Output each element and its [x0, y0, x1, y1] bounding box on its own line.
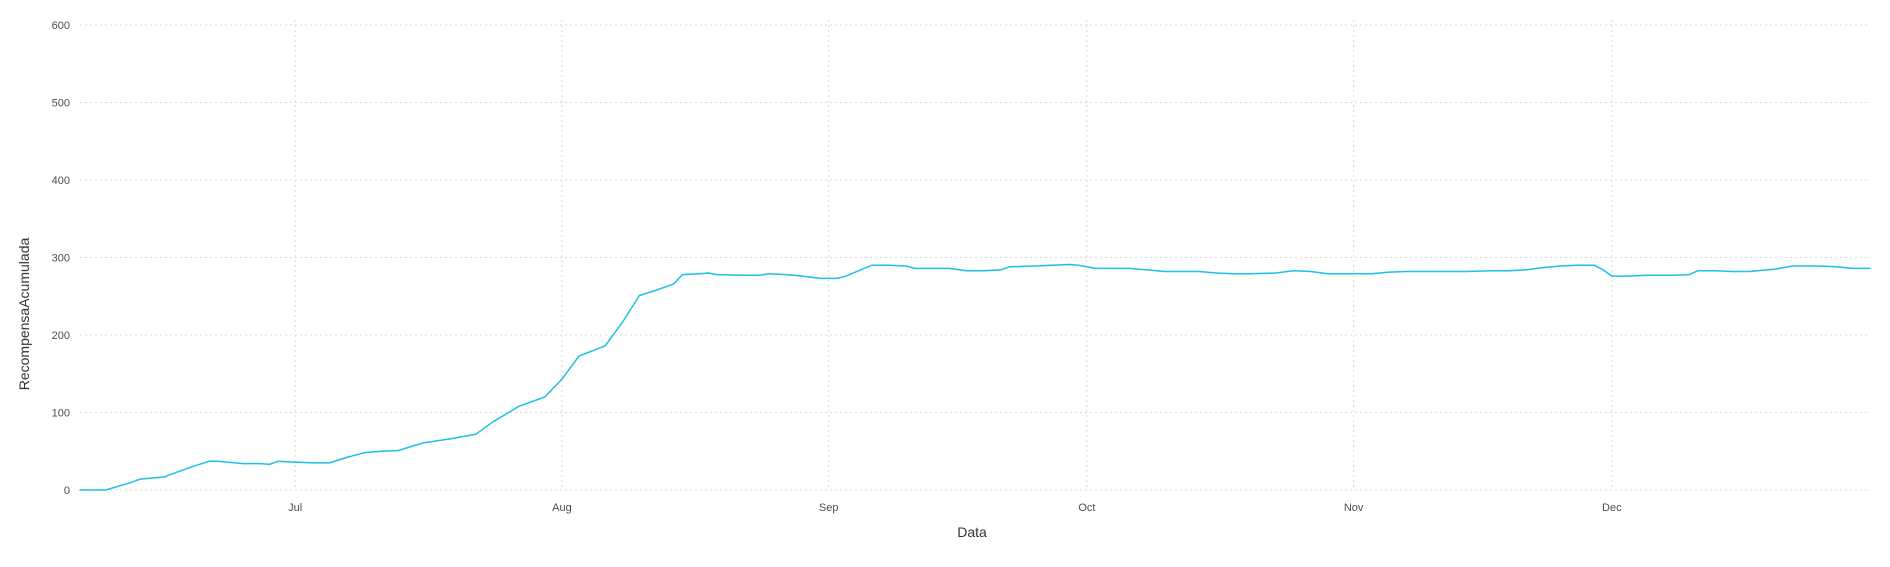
y-tick-label: 100	[52, 408, 70, 420]
x-axis-ticks: Jul Aug Sep Oct Nov Dec	[288, 502, 1622, 514]
x-tick-label: Dec	[1602, 502, 1622, 514]
y-tick-label: 300	[52, 253, 70, 265]
y-axis-ticks: 0 100 200 300 400 500 600	[52, 20, 70, 497]
y-tick-label: 400	[52, 175, 70, 187]
y-axis-title: RecompensaAcumulada	[16, 238, 32, 391]
x-tick-label: Nov	[1344, 502, 1364, 514]
x-tick-label: Oct	[1078, 502, 1095, 514]
x-tick-label: Aug	[552, 502, 572, 514]
x-tick-label: Jul	[288, 502, 302, 514]
y-tick-label: 0	[64, 485, 70, 497]
y-tick-label: 500	[52, 98, 70, 110]
x-tick-label: Sep	[819, 502, 839, 514]
chart-grid	[80, 20, 1870, 491]
chart-series	[79, 263, 1871, 491]
series-line	[79, 263, 1871, 491]
y-tick-label: 200	[52, 330, 70, 342]
x-axis-title: Data	[957, 524, 987, 540]
y-tick-label: 600	[52, 20, 70, 32]
